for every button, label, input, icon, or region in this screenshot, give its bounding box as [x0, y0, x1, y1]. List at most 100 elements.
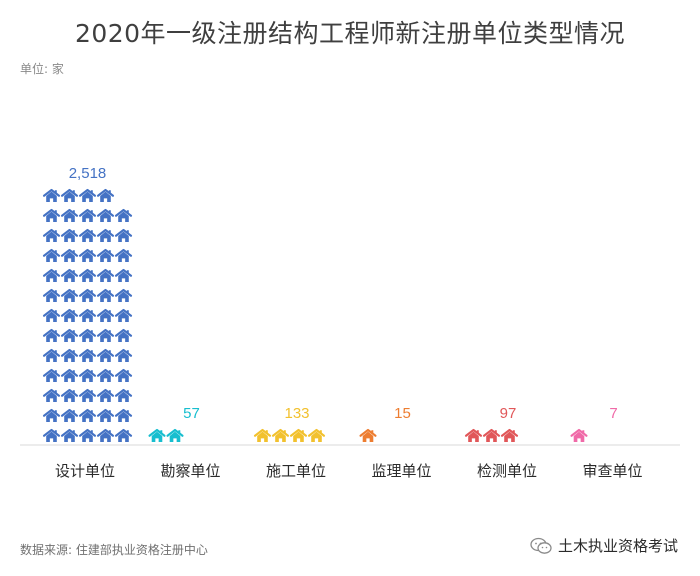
house-icon — [60, 288, 79, 302]
category-label: 监理单位 — [371, 462, 431, 480]
house-icon — [96, 368, 115, 382]
house-icon — [114, 228, 133, 242]
house-icon — [60, 428, 79, 442]
house-icon — [96, 188, 115, 202]
house-icon — [96, 428, 115, 442]
house-icon — [42, 328, 61, 342]
value-label: 15 — [394, 405, 411, 422]
house-icon — [114, 348, 133, 362]
category-label: 检测单位 — [477, 462, 537, 480]
value-label: 133 — [284, 405, 309, 422]
house-icon — [307, 428, 326, 442]
value-label: 97 — [500, 405, 517, 422]
house-icon — [114, 268, 133, 282]
house-icon — [96, 408, 115, 422]
house-icon — [114, 328, 133, 342]
house-icon — [114, 388, 133, 402]
house-icon — [166, 428, 184, 442]
house-icon — [42, 188, 61, 202]
house-icon — [253, 428, 272, 442]
house-icon — [42, 208, 61, 222]
watermark: 土木执业资格考试 — [530, 535, 678, 556]
house-icon — [78, 248, 97, 262]
house-icon — [60, 208, 79, 222]
house-icon — [42, 428, 61, 442]
house-icon — [42, 308, 61, 322]
house-icon — [96, 288, 115, 302]
house-icon — [148, 428, 166, 442]
watermark-text: 土木执业资格考试 — [557, 537, 678, 555]
house-icon — [78, 368, 97, 382]
house-icon — [96, 308, 115, 322]
house-icon — [114, 368, 133, 382]
house-icon — [114, 248, 133, 262]
house-icon — [96, 348, 115, 362]
category-label: 设计单位 — [55, 462, 115, 480]
wechat-icon — [530, 537, 552, 554]
house-icon — [78, 288, 97, 302]
data-source-note: 数据来源: 住建部执业资格注册中心 — [20, 543, 208, 557]
house-icon — [60, 388, 79, 402]
house-icon — [500, 428, 519, 442]
house-icon — [60, 368, 79, 382]
house-icon — [78, 228, 97, 242]
category-label: 审查单位 — [582, 462, 642, 480]
house-icon — [78, 268, 97, 282]
pictogram-bar-1 — [42, 188, 133, 442]
house-icon — [96, 248, 115, 262]
house-icon — [42, 268, 61, 282]
house-icon — [60, 228, 79, 242]
house-icon — [271, 428, 290, 442]
house-icon — [42, 368, 61, 382]
house-icon — [60, 308, 79, 322]
house-icon — [78, 408, 97, 422]
pictogram-bar-6 — [570, 428, 588, 442]
house-icon — [114, 308, 133, 322]
house-icon — [78, 188, 97, 202]
pictogram-bar-4 — [359, 428, 377, 442]
unit-label: 单位: 家 — [20, 62, 64, 76]
house-icon — [42, 228, 61, 242]
value-label: 2,518 — [69, 165, 107, 182]
house-icon — [114, 288, 133, 302]
house-icon — [78, 428, 97, 442]
house-icon — [96, 208, 115, 222]
house-icon — [78, 348, 97, 362]
house-icon — [78, 388, 97, 402]
value-label: 57 — [183, 405, 200, 422]
house-icon — [114, 408, 133, 422]
house-icon — [114, 208, 133, 222]
house-icon — [60, 348, 79, 362]
house-icon — [114, 428, 133, 442]
house-icon — [289, 428, 308, 442]
pictogram-bar-2 — [148, 428, 184, 442]
house-icon — [60, 408, 79, 422]
house-icon — [42, 288, 61, 302]
house-icon — [96, 268, 115, 282]
house-icon — [96, 228, 115, 242]
house-icon — [359, 428, 377, 442]
house-icon — [570, 428, 588, 442]
chart-title: 2020年一级注册结构工程师新注册单位类型情况 — [74, 19, 626, 48]
house-icon — [60, 248, 79, 262]
house-icon — [96, 388, 115, 402]
house-icon — [42, 348, 61, 362]
house-icon — [78, 308, 97, 322]
value-label: 7 — [609, 405, 617, 422]
pictogram-bar-5 — [464, 428, 519, 442]
pictogram-bar-3 — [253, 428, 326, 442]
house-icon — [60, 328, 79, 342]
house-icon — [464, 428, 483, 442]
house-icon — [42, 388, 61, 402]
house-icon — [96, 328, 115, 342]
category-label: 勘察单位 — [160, 462, 220, 480]
house-icon — [42, 408, 61, 422]
house-icon — [60, 268, 79, 282]
category-label: 施工单位 — [266, 462, 326, 480]
house-icon — [60, 188, 79, 202]
house-icon — [42, 248, 61, 262]
house-icon — [78, 328, 97, 342]
house-icon — [482, 428, 501, 442]
house-icon — [78, 208, 97, 222]
